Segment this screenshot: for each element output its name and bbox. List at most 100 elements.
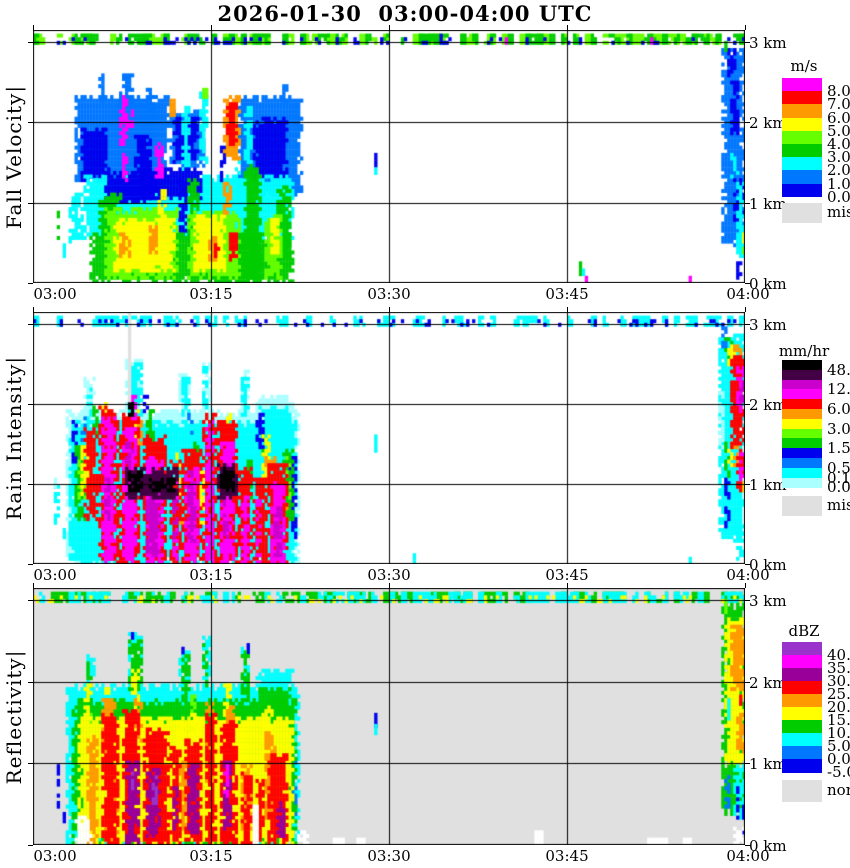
tick-mark bbox=[28, 564, 33, 565]
tick-mark bbox=[211, 583, 212, 588]
tick-mark bbox=[567, 583, 568, 588]
x-tick-label: 03:15 bbox=[189, 566, 233, 584]
tick-mark bbox=[33, 583, 34, 588]
legend-miss-cell bbox=[782, 203, 822, 223]
x-tick-label: 03:00 bbox=[33, 285, 77, 303]
x-tick-label: 03:30 bbox=[367, 847, 411, 865]
legend-cell bbox=[782, 448, 822, 459]
legend-tick-label: 0.0 bbox=[827, 187, 850, 206]
tick-mark bbox=[745, 600, 750, 601]
tick-mark bbox=[33, 307, 34, 312]
fall-velocity-heatmap bbox=[33, 30, 745, 283]
tick-mark bbox=[745, 583, 746, 588]
legend-cell bbox=[782, 104, 822, 119]
tick-mark bbox=[28, 845, 33, 846]
tick-mark bbox=[28, 682, 33, 683]
tick-mark bbox=[567, 25, 568, 30]
tick-mark bbox=[33, 25, 34, 30]
x-tick-label: 03:15 bbox=[189, 285, 233, 303]
legend-miss-label: none bbox=[827, 781, 850, 799]
tick-mark bbox=[745, 845, 750, 846]
legend-cell bbox=[782, 707, 822, 721]
tick-mark bbox=[745, 682, 750, 683]
km-tick-label: 1 km bbox=[749, 476, 787, 494]
legend-cell bbox=[782, 655, 822, 669]
legend-cell bbox=[782, 170, 822, 185]
legend-tick-label: 8.0 bbox=[827, 82, 850, 101]
legend-cell bbox=[782, 720, 822, 734]
tick-mark bbox=[745, 404, 750, 405]
km-tick-label: 2 km bbox=[749, 396, 787, 414]
legend-cell bbox=[782, 130, 822, 145]
km-tick-label: 1 km bbox=[749, 755, 787, 774]
legend-tick-label: 0.0 bbox=[827, 478, 850, 497]
legend-cell bbox=[782, 746, 822, 760]
tick-mark bbox=[389, 307, 390, 312]
legend-tick-label: 1.5 bbox=[827, 439, 850, 458]
legend-cell bbox=[782, 458, 822, 469]
x-tick-label: 03:30 bbox=[367, 566, 411, 584]
km-tick-label: 2 km bbox=[749, 114, 787, 133]
legend-cell bbox=[782, 681, 822, 695]
legend-tick-label: 0.5 bbox=[827, 458, 850, 477]
tick-mark bbox=[28, 404, 33, 405]
legend-title-mmhr: mm/hr bbox=[778, 342, 830, 360]
y-axis-label-reflectivity: Reflectivity| bbox=[2, 649, 26, 784]
legend-cell bbox=[782, 360, 822, 371]
legend-tick-label: 5.0 bbox=[827, 737, 850, 755]
tick-mark bbox=[28, 203, 33, 204]
legend-tick-label: 3.0 bbox=[827, 419, 850, 438]
legend-cell bbox=[782, 467, 822, 479]
reflectivity-heatmap bbox=[33, 588, 745, 845]
legend-tick-label: 4.0 bbox=[827, 135, 850, 153]
legend-cell bbox=[782, 78, 822, 92]
km-tick-label: 3 km bbox=[749, 34, 787, 53]
legend-miss-label: miss bbox=[827, 496, 850, 514]
x-tick-label: 03:45 bbox=[545, 285, 589, 303]
legend-tick-label: 6.0 bbox=[827, 108, 850, 127]
tick-mark bbox=[745, 122, 750, 123]
figure-title: 2026-01-30 03:00-04:00 UTC bbox=[217, 1, 593, 26]
legend-cell bbox=[782, 694, 822, 708]
x-tick-label: 04:00 bbox=[726, 285, 770, 303]
legend-cell bbox=[782, 144, 822, 158]
tick-mark bbox=[211, 25, 212, 30]
tick-mark bbox=[745, 25, 746, 30]
legend-tick-label: 2.0 bbox=[827, 161, 850, 180]
tick-mark bbox=[389, 25, 390, 30]
legend-tick-label: 10.0 bbox=[827, 724, 850, 742]
legend-tick-label: 0.0 bbox=[827, 750, 850, 768]
tick-mark bbox=[567, 307, 568, 312]
x-tick-label: 03:30 bbox=[367, 285, 411, 303]
tick-mark bbox=[745, 763, 750, 764]
legend-tick-label: 6.0 bbox=[827, 400, 850, 418]
legend-miss-cell bbox=[782, 496, 822, 516]
legend-cell bbox=[782, 477, 822, 488]
legend-tick-label: 35.0 bbox=[827, 659, 850, 677]
tick-mark bbox=[745, 307, 746, 312]
legend-tick-label: 3.0 bbox=[827, 148, 850, 167]
tick-mark bbox=[28, 42, 33, 43]
tick-mark bbox=[211, 307, 212, 312]
legend-cell bbox=[782, 379, 822, 390]
legend-tick-label: 20.0 bbox=[827, 698, 850, 716]
legend-title-dbz: dBZ bbox=[788, 622, 820, 640]
tick-mark bbox=[28, 324, 33, 325]
legend-tick-label: 12.0 bbox=[827, 380, 850, 399]
tick-mark bbox=[745, 564, 750, 565]
km-tick-label: 2 km bbox=[749, 673, 787, 692]
legend-tick-label: 15.0 bbox=[827, 711, 850, 729]
legend-cell bbox=[782, 183, 822, 198]
legend-miss-label: miss bbox=[827, 203, 850, 221]
legend-miss-cell bbox=[782, 780, 822, 802]
tick-mark bbox=[745, 324, 750, 325]
legend-tick-label: 1.0 bbox=[827, 174, 850, 193]
tick-mark bbox=[28, 122, 33, 123]
legend-cell bbox=[782, 399, 822, 410]
legend-tick-label: 30.0 bbox=[827, 672, 850, 690]
x-tick-label: 03:15 bbox=[189, 847, 233, 865]
legend-cell bbox=[782, 642, 822, 656]
